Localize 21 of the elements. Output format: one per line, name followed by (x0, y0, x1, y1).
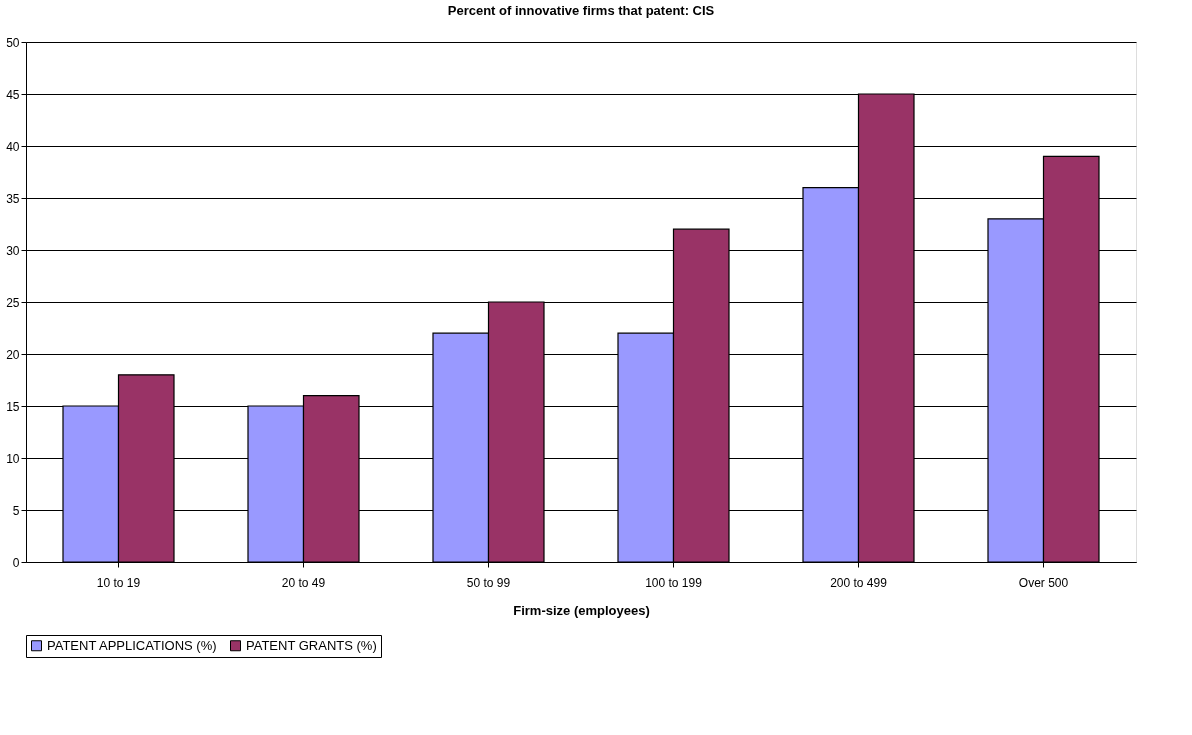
y-tick-label: 45 (6, 87, 20, 102)
y-tick-label: 20 (6, 347, 20, 362)
y-tick-label: 50 (6, 35, 20, 50)
y-tick-label: 5 (12, 503, 20, 518)
y-tick-label: 25 (6, 295, 20, 310)
y-tick-label: 10 (6, 451, 20, 466)
y-tick-label: 40 (6, 139, 20, 154)
y-tick-label: 0 (12, 555, 20, 570)
x-tick-label: 100 to 199 (645, 575, 703, 590)
x-axis-title: Firm-size (employees) (513, 602, 650, 618)
y-tick-label: 30 (6, 243, 20, 258)
x-tick-label: Over 500 (1018, 575, 1069, 590)
chart-title: Percent of innovative firms that patent: CIS (447, 3, 715, 18)
x-tick-label: 50 to 99 (466, 575, 511, 590)
legend-label: PATENT APPLICATIONS (%) (47, 637, 217, 653)
x-tick-label: 20 to 49 (281, 575, 326, 590)
legend-label: PATENT GRANTS (%) (246, 637, 377, 653)
x-tick-label: 10 to 19 (96, 575, 141, 590)
y-tick-label: 35 (6, 191, 20, 206)
x-tick-label: 200 to 499 (830, 575, 888, 590)
y-tick-label: 15 (6, 399, 20, 414)
